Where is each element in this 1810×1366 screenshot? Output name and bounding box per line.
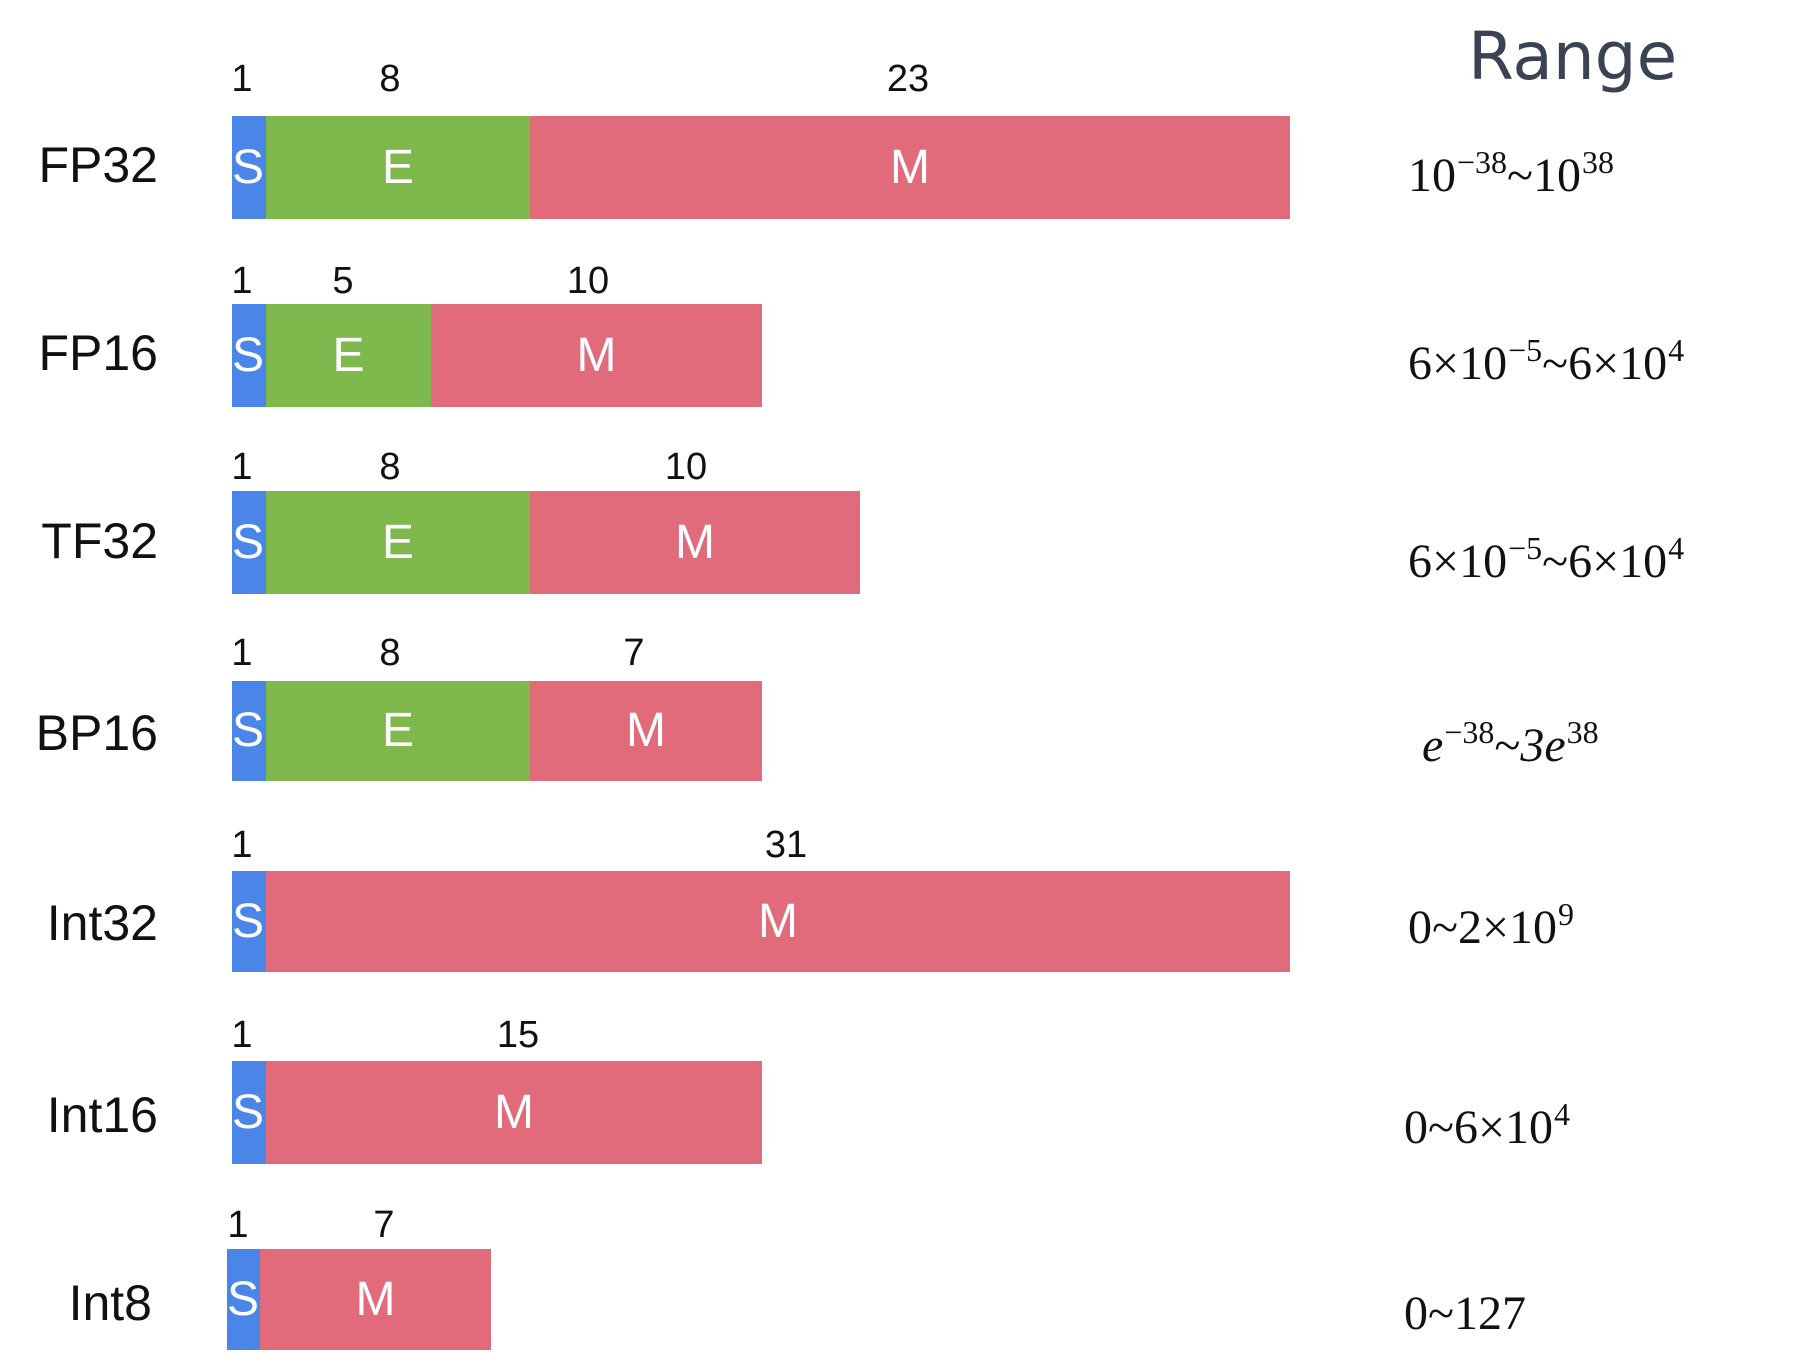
mantissa-bits-count: 7 — [373, 1204, 395, 1246]
mantissa-segment-label: M — [890, 140, 930, 194]
format-label: BP16 — [35, 705, 158, 761]
mantissa-bits-count: 10 — [664, 446, 708, 488]
range-value: 0~6×104 — [1404, 1096, 1571, 1154]
exponent-bits-count: 8 — [379, 632, 401, 674]
mantissa-bits-count: 23 — [886, 58, 930, 100]
exponent-segment: E — [266, 116, 530, 219]
format-label: Int32 — [46, 895, 158, 951]
exponent-segment-label: E — [381, 140, 414, 194]
range-value: 10−38~1038 — [1408, 144, 1615, 202]
range-title: Range — [1468, 18, 1678, 95]
mantissa-segment-label: M — [758, 894, 798, 948]
mantissa-segment: M — [266, 871, 1290, 972]
exponent-bits-count: 8 — [379, 58, 401, 100]
format-label: Int8 — [68, 1275, 152, 1331]
range-value: e−38~3e38 — [1422, 714, 1599, 772]
sign-segment-label: S — [232, 1085, 265, 1139]
sign-segment: S — [232, 1061, 266, 1164]
bit-layout-bar: S M — [227, 1249, 491, 1350]
bit-layout-bar: S E M — [232, 491, 860, 594]
sign-segment-label: S — [232, 515, 265, 569]
exponent-segment: E — [266, 304, 431, 407]
sign-segment: S — [232, 116, 266, 219]
exponent-bits-count: 5 — [332, 260, 354, 302]
mantissa-segment: M — [260, 1249, 491, 1350]
mantissa-segment: M — [266, 1061, 762, 1164]
bit-layout-bar: S E M — [232, 681, 762, 781]
range-value: 0~127 — [1404, 1287, 1526, 1340]
exponent-segment: E — [266, 491, 530, 594]
sign-segment-label: S — [227, 1272, 260, 1326]
sign-bits-count: 1 — [231, 446, 253, 488]
mantissa-segment-label: M — [355, 1272, 396, 1326]
sign-segment-label: S — [232, 328, 265, 382]
bit-layout-bar: S M — [232, 1061, 762, 1164]
format-label: TF32 — [41, 513, 158, 569]
range-value: 0~2×109 — [1408, 896, 1575, 954]
mantissa-bits-count: 15 — [496, 1014, 540, 1056]
range-value: 6×10−5~6×104 — [1408, 530, 1685, 588]
sign-segment-label: S — [232, 704, 265, 757]
mantissa-segment: M — [431, 304, 762, 407]
sign-bits-count: 1 — [231, 260, 253, 302]
sign-bits-count: 1 — [227, 1204, 249, 1246]
exponent-segment-label: E — [381, 515, 414, 569]
sign-segment: S — [227, 1249, 260, 1350]
mantissa-segment-label: M — [494, 1085, 534, 1139]
bit-layout-bar: S E M — [232, 116, 1290, 219]
sign-segment-label: S — [232, 140, 265, 194]
bit-layout-bar: S E M — [232, 304, 762, 407]
mantissa-bits-count: 10 — [566, 260, 610, 302]
exponent-segment: E — [266, 681, 530, 781]
sign-segment: S — [232, 304, 266, 407]
sign-bits-count: 1 — [231, 58, 253, 100]
mantissa-segment-label: M — [675, 515, 715, 569]
format-label: FP16 — [38, 325, 158, 381]
mantissa-segment-label: M — [626, 704, 666, 757]
sign-segment-label: S — [232, 894, 265, 948]
range-value: 6×10−5~6×104 — [1408, 332, 1685, 390]
bit-layout-bar: S M — [232, 871, 1290, 972]
mantissa-segment: M — [530, 116, 1290, 219]
mantissa-bits-count: 7 — [623, 632, 645, 674]
sign-segment: S — [232, 681, 266, 781]
sign-segment: S — [232, 871, 266, 972]
format-label: Int16 — [46, 1087, 158, 1143]
exponent-segment-label: E — [381, 704, 414, 757]
mantissa-segment: M — [530, 491, 860, 594]
mantissa-segment-label: M — [576, 328, 617, 382]
sign-segment: S — [232, 491, 266, 594]
sign-bits-count: 1 — [231, 632, 253, 674]
mantissa-segment: M — [530, 681, 762, 781]
format-label: FP32 — [38, 137, 158, 193]
sign-bits-count: 1 — [231, 824, 253, 866]
mantissa-bits-count: 31 — [764, 824, 808, 866]
sign-bits-count: 1 — [231, 1014, 253, 1056]
exponent-bits-count: 8 — [379, 446, 401, 488]
exponent-segment-label: E — [332, 328, 365, 382]
